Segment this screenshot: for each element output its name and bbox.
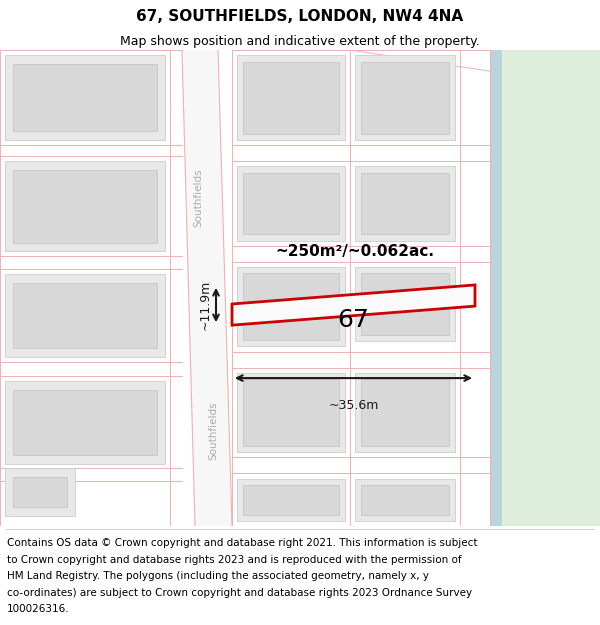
Bar <box>361 273 449 335</box>
Bar <box>5 468 75 516</box>
Text: co-ordinates) are subject to Crown copyright and database rights 2023 Ordnance S: co-ordinates) are subject to Crown copyr… <box>7 588 472 598</box>
Bar <box>361 173 449 234</box>
Bar <box>243 379 339 446</box>
Bar <box>13 476 67 508</box>
Polygon shape <box>500 50 600 526</box>
Bar <box>13 283 157 349</box>
Bar <box>13 169 157 242</box>
Bar <box>243 273 339 340</box>
Bar <box>13 390 157 456</box>
Bar <box>361 379 449 446</box>
Bar <box>355 267 455 341</box>
Bar <box>355 479 455 521</box>
Bar <box>237 55 345 140</box>
Bar <box>5 161 165 251</box>
Bar <box>5 55 165 140</box>
Text: Southfields: Southfields <box>208 402 218 460</box>
Bar <box>361 485 449 514</box>
Bar <box>5 274 165 357</box>
Text: HM Land Registry. The polygons (including the associated geometry, namely x, y: HM Land Registry. The polygons (includin… <box>7 571 429 581</box>
Bar <box>237 372 345 452</box>
Text: ~250m²/~0.062ac.: ~250m²/~0.062ac. <box>275 244 434 259</box>
Text: Southfields: Southfields <box>193 169 203 228</box>
Bar <box>355 372 455 452</box>
Bar <box>237 267 345 346</box>
Text: Contains OS data © Crown copyright and database right 2021. This information is : Contains OS data © Crown copyright and d… <box>7 538 478 548</box>
Bar <box>243 173 339 234</box>
Bar <box>237 479 345 521</box>
Bar <box>355 166 455 241</box>
Bar <box>361 62 449 134</box>
Polygon shape <box>232 285 475 325</box>
Text: 100026316.: 100026316. <box>7 604 70 614</box>
Text: Map shows position and indicative extent of the property.: Map shows position and indicative extent… <box>120 35 480 48</box>
Bar <box>355 55 455 140</box>
Bar <box>5 381 165 464</box>
Text: ~35.6m: ~35.6m <box>328 399 379 412</box>
Text: 67: 67 <box>338 308 370 332</box>
Text: ~11.9m: ~11.9m <box>199 280 212 330</box>
Polygon shape <box>182 50 232 526</box>
Bar <box>243 62 339 134</box>
Bar <box>243 485 339 514</box>
Text: 67, SOUTHFIELDS, LONDON, NW4 4NA: 67, SOUTHFIELDS, LONDON, NW4 4NA <box>136 9 464 24</box>
Bar <box>237 166 345 241</box>
Polygon shape <box>490 50 502 526</box>
Text: to Crown copyright and database rights 2023 and is reproduced with the permissio: to Crown copyright and database rights 2… <box>7 555 462 565</box>
Bar <box>13 64 157 131</box>
